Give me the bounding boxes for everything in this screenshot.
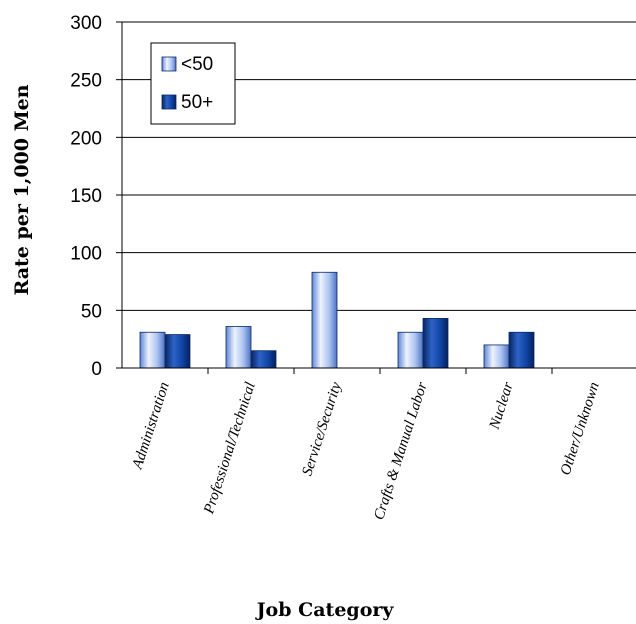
gridlines — [116, 21, 636, 369]
legend-label: <50 — [181, 54, 213, 75]
bar — [139, 331, 166, 369]
y-tick-label: 250 — [70, 71, 102, 92]
x-tick-label: Nuclear — [486, 380, 517, 432]
bar — [311, 271, 338, 369]
x-axis-title: Job Category — [255, 599, 395, 621]
x-tick-label: Professional/Technical — [201, 380, 259, 516]
legend-swatch — [161, 94, 177, 110]
y-tick-label: 50 — [81, 301, 102, 322]
bar — [397, 331, 424, 369]
bar — [422, 318, 449, 369]
legend-swatch — [161, 56, 177, 72]
bar — [164, 334, 191, 369]
axes — [121, 22, 636, 374]
legend: <50 50+ — [150, 42, 236, 125]
x-tick-label: Administration — [129, 380, 172, 472]
legend-box — [150, 42, 236, 125]
x-tick-label: Crafts & Manual Labor — [371, 380, 431, 522]
y-axis-title: Rate per 1,000 Men — [11, 84, 33, 295]
bar — [250, 350, 277, 369]
bar — [508, 331, 535, 369]
y-tick-labels: 0 50 100 150 200 250 300 — [70, 13, 102, 380]
x-tick-label: Other/Unknown — [558, 380, 603, 477]
bar — [483, 344, 510, 369]
y-tick-label: 150 — [70, 186, 102, 207]
legend-label: 50+ — [181, 92, 213, 113]
y-tick-label: 200 — [70, 128, 102, 149]
bars — [139, 271, 535, 369]
x-tick-label: Service/Security — [299, 380, 344, 478]
y-tick-label: 0 — [91, 359, 102, 380]
y-tick-label: 100 — [70, 244, 102, 265]
y-tick-label: 300 — [70, 13, 102, 34]
bar — [225, 326, 252, 369]
x-tick-labels: Administration Professional/Technical Serv… — [129, 380, 602, 522]
